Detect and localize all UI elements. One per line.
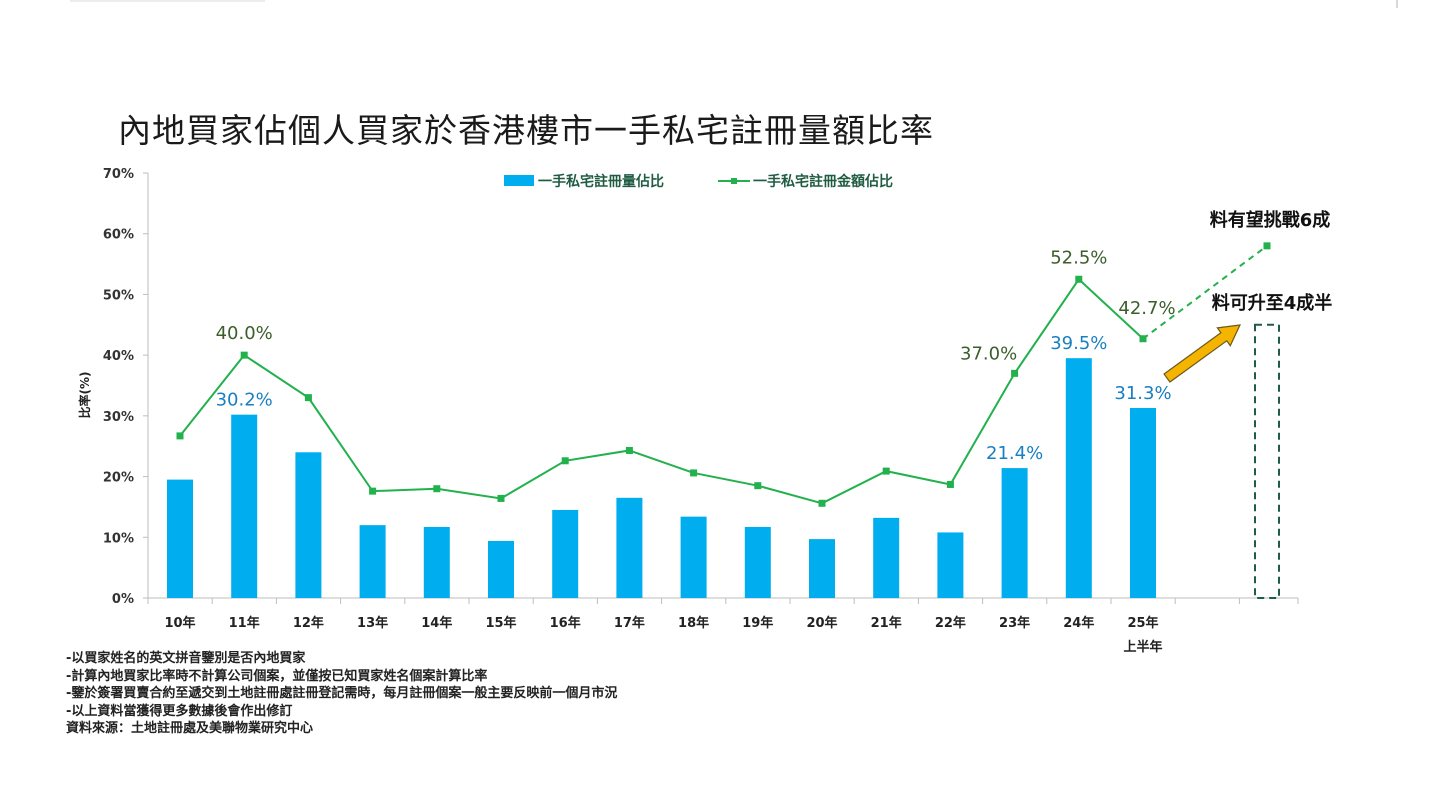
- line-point: [1011, 369, 1019, 377]
- line-point: [561, 457, 569, 465]
- footnote: -計算內地買家比率時不計算公司個案，並僅按已知買家姓名個案計算比率: [66, 668, 488, 684]
- footnote: -以買家姓名的英文拼音鑒別是否內地買家: [66, 651, 306, 666]
- line-point: [882, 467, 890, 475]
- bar: [873, 517, 900, 598]
- line-point: [433, 485, 441, 493]
- forecast-point: [1263, 242, 1271, 250]
- line-point: [818, 499, 826, 507]
- line-point: [240, 351, 248, 359]
- line-data-label: 37.0%: [960, 343, 1017, 364]
- bar-data-label: 30.2%: [216, 390, 273, 411]
- legend-bar-label: 一手私宅註冊量佔比: [538, 173, 664, 190]
- line-point: [946, 480, 954, 488]
- forecast-line: [1142, 245, 1268, 340]
- bar: [616, 497, 643, 598]
- bar-data-label: 31.3%: [1114, 383, 1171, 404]
- x-tick-label: 24年: [1063, 615, 1094, 631]
- y-tick-label: 40%: [103, 349, 134, 364]
- arrow-shape: [1163, 324, 1242, 383]
- x-tick-label: 21年: [871, 615, 902, 631]
- data-source: 資料來源：土地註冊處及美聯物業研究中心: [66, 721, 314, 736]
- x-tick-label: 20年: [806, 615, 837, 631]
- line-series: [179, 277, 1144, 505]
- y-tick-label: 60%: [103, 228, 134, 243]
- line-data-label: 52.5%: [1050, 247, 1107, 268]
- bar: [423, 526, 450, 598]
- top-decor-mark: [1396, 0, 1398, 8]
- footnote: -以上資料當獲得更多數據後會作出修訂: [66, 703, 293, 719]
- x-tick-label: 18年: [678, 615, 709, 631]
- forecast-bar-label: 料可升至4成半: [1212, 292, 1333, 314]
- line-point: [1075, 275, 1083, 283]
- line-point: [625, 446, 633, 454]
- x-tick-label: 22年: [935, 615, 966, 631]
- bar: [1130, 407, 1156, 598]
- line-point: [754, 482, 762, 490]
- bar: [552, 509, 579, 598]
- line-point: [497, 494, 505, 502]
- bar: [359, 525, 386, 598]
- line-point: [369, 487, 377, 495]
- x-tick-label: 15年: [485, 615, 516, 631]
- x-tick-label: 10年: [164, 615, 195, 631]
- bar: [1001, 468, 1028, 598]
- line-point: [176, 432, 184, 440]
- footnotes: -以買家姓名的英文拼音鑒別是否內地買家 -計算內地買家比率時不計算公司個案，並僅…: [66, 650, 617, 738]
- bar: [488, 540, 514, 598]
- x-tick-sublabel: 上半年: [1123, 639, 1162, 655]
- x-tick-label: 17年: [614, 615, 645, 631]
- y-tick-label: 50%: [103, 288, 134, 303]
- x-tick-label: 14年: [421, 615, 452, 631]
- y-tick-label: 10%: [103, 531, 134, 546]
- footnote: -鑒於簽署買賣合約至遞交到土地註冊處註冊登記需時，每月註冊個案一般主要反映前一個…: [66, 686, 618, 701]
- legend-bar-swatch: [504, 175, 534, 186]
- bar: [744, 526, 771, 598]
- bar: [167, 479, 193, 598]
- bar: [680, 516, 707, 598]
- y-axis-label: 比率(%): [77, 372, 92, 419]
- line-point: [690, 469, 698, 477]
- x-tick-label: 13年: [357, 615, 388, 631]
- x-tick-label: 23年: [999, 615, 1030, 631]
- line-data-label: 42.7%: [1118, 298, 1175, 319]
- legend-line-marker: [731, 178, 737, 184]
- y-tick-label: 30%: [103, 410, 134, 425]
- forecast-line-label: 料有望挑戰6成: [1210, 209, 1331, 231]
- bar-data-label: 21.4%: [986, 443, 1043, 464]
- line-point: [304, 394, 312, 402]
- bar: [809, 539, 835, 598]
- bar: [1065, 358, 1092, 598]
- legend-line-label: 一手私宅註冊金額佔比: [753, 173, 893, 190]
- line-data-label: 40.0%: [216, 323, 273, 344]
- chart-title: 內地買家佔個人買家於香港樓市一手私宅註冊量額比率: [118, 111, 934, 150]
- bar: [295, 452, 322, 598]
- x-tick-label: 12年: [293, 615, 324, 631]
- y-tick-label: 0%: [112, 592, 134, 607]
- forecast-arrow: [1163, 324, 1242, 383]
- top-decor-line: [70, 0, 265, 2]
- y-tick-label: 20%: [103, 471, 134, 486]
- y-tick-label: 70%: [103, 167, 134, 182]
- bar: [937, 532, 964, 598]
- x-tick-label: 25年: [1127, 615, 1158, 631]
- bar-data-label: 39.5%: [1050, 333, 1107, 354]
- bar: [231, 414, 258, 598]
- x-tick-label: 19年: [742, 615, 773, 631]
- x-tick-label: 11年: [229, 615, 260, 631]
- x-tick-label: 16年: [550, 615, 581, 631]
- forecast-bar: [1254, 323, 1280, 599]
